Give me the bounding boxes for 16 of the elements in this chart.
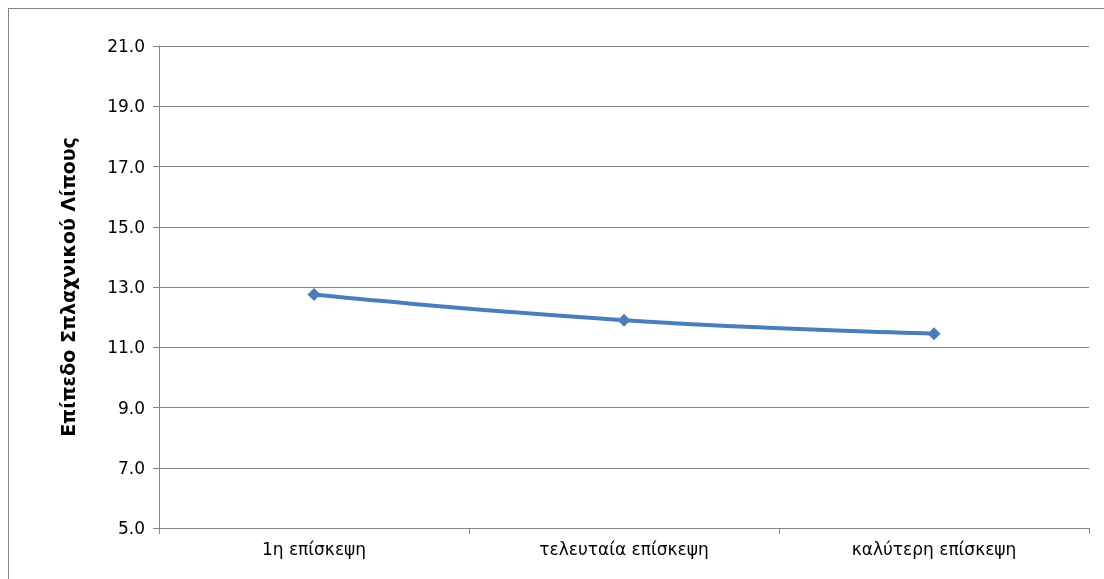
y-tick-label: 21.0 <box>107 36 145 56</box>
point <box>927 327 941 341</box>
y-tick-label: 15.0 <box>107 216 145 237</box>
y-tick-label: 17.0 <box>107 156 145 177</box>
x-tick-label: τελευταία επίσκεψη <box>539 538 709 559</box>
y-tick-label: 5.0 <box>117 518 145 538</box>
y-tick-label: 9.0 <box>117 397 145 418</box>
y-tick-label: 7.0 <box>117 457 145 478</box>
y-tick-label: 19.0 <box>107 96 145 117</box>
x-tick-label: 1η επίσκεψη <box>261 538 367 559</box>
y-tick-label: 11.0 <box>107 337 145 358</box>
y-tick-label: 13.0 <box>107 277 145 297</box>
point <box>617 313 631 327</box>
point <box>307 288 321 302</box>
x-tick-label: καλύτερη επίσκεψη <box>851 538 1017 559</box>
y-axis-title: Επίπεδο Σπλαχνικού Λίπους <box>56 137 79 437</box>
